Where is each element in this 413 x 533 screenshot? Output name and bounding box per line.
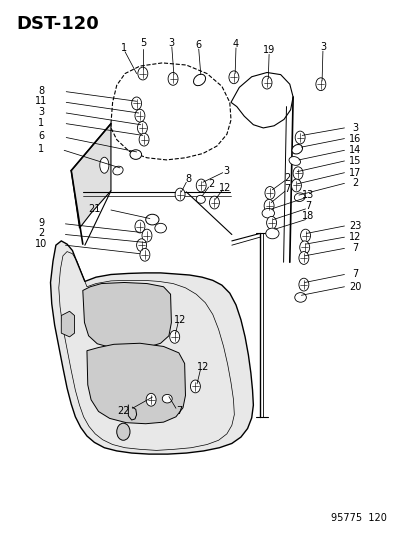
Circle shape — [116, 423, 130, 440]
Text: DST-120: DST-120 — [17, 15, 99, 33]
Circle shape — [266, 216, 276, 229]
Circle shape — [196, 179, 206, 192]
Text: 16: 16 — [348, 134, 361, 143]
Circle shape — [300, 229, 310, 242]
Ellipse shape — [291, 144, 302, 154]
Circle shape — [138, 67, 147, 80]
Text: 8: 8 — [185, 174, 191, 184]
Text: 6: 6 — [195, 40, 201, 50]
Circle shape — [292, 167, 302, 180]
Circle shape — [137, 122, 147, 134]
Text: 2: 2 — [207, 179, 214, 189]
Text: 7: 7 — [351, 270, 358, 279]
Polygon shape — [71, 124, 111, 228]
Circle shape — [299, 241, 309, 254]
Text: 21: 21 — [88, 204, 100, 214]
Text: 2: 2 — [351, 179, 358, 188]
Polygon shape — [61, 311, 74, 337]
Polygon shape — [111, 63, 230, 160]
Text: 14: 14 — [348, 146, 361, 155]
Circle shape — [261, 76, 271, 89]
Circle shape — [142, 229, 152, 242]
Text: 12: 12 — [173, 315, 186, 325]
Circle shape — [190, 380, 200, 393]
Ellipse shape — [100, 157, 109, 173]
Ellipse shape — [145, 214, 159, 225]
Polygon shape — [230, 72, 292, 128]
Circle shape — [140, 248, 150, 261]
Text: 2: 2 — [38, 229, 45, 238]
Circle shape — [263, 199, 273, 212]
Text: 8: 8 — [38, 86, 44, 95]
Text: 9: 9 — [38, 218, 44, 228]
Text: 12: 12 — [219, 183, 231, 192]
Text: 95775  120: 95775 120 — [330, 513, 386, 523]
Circle shape — [298, 278, 308, 291]
Text: 4: 4 — [233, 39, 238, 49]
Circle shape — [135, 220, 145, 233]
Circle shape — [264, 187, 274, 199]
Circle shape — [315, 78, 325, 91]
Text: 7: 7 — [175, 407, 182, 416]
Polygon shape — [87, 343, 185, 424]
Text: 6: 6 — [38, 131, 44, 141]
Text: 17: 17 — [348, 168, 361, 177]
Text: 22: 22 — [117, 407, 129, 416]
Circle shape — [169, 330, 179, 343]
Text: 11: 11 — [35, 96, 47, 106]
Text: 18: 18 — [301, 212, 314, 221]
Text: 3: 3 — [319, 42, 325, 52]
Circle shape — [294, 131, 304, 144]
Circle shape — [135, 109, 145, 122]
Ellipse shape — [154, 223, 166, 233]
Text: 7: 7 — [304, 201, 311, 211]
Text: 23: 23 — [348, 221, 361, 231]
Circle shape — [298, 252, 308, 264]
Polygon shape — [50, 241, 253, 454]
Text: 7: 7 — [351, 244, 358, 253]
Text: 10: 10 — [35, 239, 47, 249]
Text: 3: 3 — [38, 107, 44, 117]
Circle shape — [228, 71, 238, 84]
Ellipse shape — [265, 228, 278, 239]
Ellipse shape — [113, 166, 123, 175]
Circle shape — [139, 133, 149, 146]
Ellipse shape — [261, 208, 274, 218]
Ellipse shape — [196, 195, 205, 204]
Circle shape — [136, 239, 146, 252]
Text: 12: 12 — [196, 362, 209, 372]
Circle shape — [291, 179, 301, 192]
Circle shape — [146, 393, 156, 406]
Circle shape — [131, 97, 141, 110]
Text: 3: 3 — [169, 38, 174, 47]
Text: 19: 19 — [262, 45, 275, 55]
Text: 1: 1 — [121, 43, 127, 53]
Text: 15: 15 — [348, 156, 361, 166]
Ellipse shape — [162, 394, 172, 403]
Circle shape — [175, 188, 185, 201]
Circle shape — [168, 72, 178, 85]
Text: 5: 5 — [139, 38, 146, 47]
Polygon shape — [83, 282, 171, 349]
Ellipse shape — [288, 157, 300, 165]
Text: 1: 1 — [38, 144, 44, 154]
Text: 1: 1 — [38, 118, 44, 127]
Text: 13: 13 — [301, 190, 314, 200]
Ellipse shape — [193, 74, 205, 86]
Text: 3: 3 — [223, 166, 229, 175]
Circle shape — [209, 196, 219, 209]
Text: 3: 3 — [351, 123, 357, 133]
Text: 12: 12 — [348, 232, 361, 242]
Ellipse shape — [294, 293, 306, 302]
Text: 2: 2 — [284, 173, 290, 183]
Ellipse shape — [294, 193, 304, 201]
Ellipse shape — [130, 150, 141, 159]
Text: 7: 7 — [284, 184, 290, 193]
Text: 20: 20 — [348, 282, 361, 292]
